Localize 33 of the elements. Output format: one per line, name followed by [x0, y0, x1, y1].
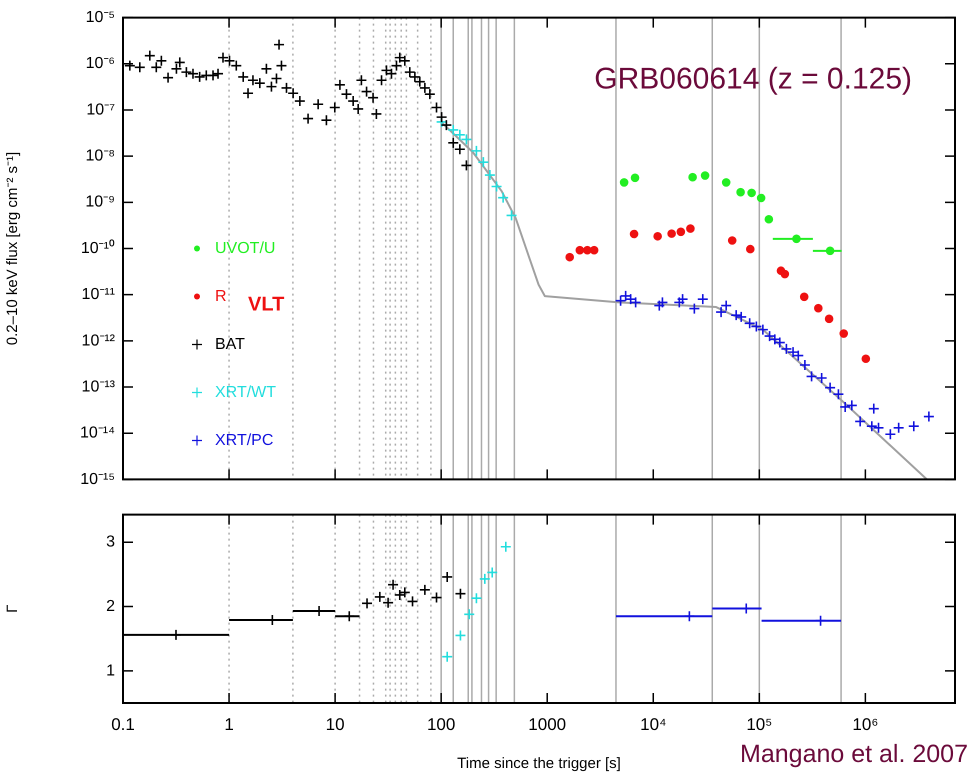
annotation: VLT [248, 294, 284, 316]
y-tick-label: 10⁻⁸ [85, 148, 115, 165]
y-tick-label: 3 [106, 534, 116, 551]
x-tick-label: 10⁴ [640, 714, 666, 734]
y-tick-label: 10⁻¹⁵ [80, 470, 115, 488]
x-tick-label: 1 [224, 714, 234, 734]
text: Mangano et al. 2007 [740, 740, 968, 768]
y-tick-label: 1 [106, 662, 116, 680]
y-tick-label: 10⁻⁹ [85, 194, 115, 211]
legend-label: XRT/PC [215, 432, 274, 449]
x-tick-label: 100 [426, 714, 456, 734]
legend-label: BAT [215, 336, 246, 353]
y-tick-label: 2 [106, 598, 116, 615]
y-tick-label: 10⁻¹⁴ [80, 424, 116, 442]
legend-label: R [215, 288, 227, 305]
y-axis-title: 0.2–10 keV flux [erg cm⁻² s⁻¹] [4, 152, 22, 346]
legend-label: XRT/WT [215, 384, 276, 401]
annotation: GRB060614 (z = 0.125) [594, 62, 912, 96]
y-axis-title: Γ [4, 604, 22, 613]
x-tick-label: 10⁵ [746, 714, 772, 734]
y-tick-label: 10⁻⁷ [86, 101, 116, 118]
x-axis-title: Time since the trigger [s] [457, 755, 621, 772]
x-tick-label: 10⁶ [852, 714, 878, 734]
x-tick-label: 0.1 [111, 714, 135, 734]
x-tick-label: 1000 [528, 714, 566, 734]
y-tick-label: 10⁻¹² [82, 332, 116, 350]
legend-label: UVOT/U [215, 240, 276, 257]
y-tick-label: 10⁻¹³ [82, 378, 116, 396]
y-tick-label: 10⁻¹⁰ [80, 238, 115, 257]
x-tick-label: 10 [326, 714, 345, 734]
y-tick-label: 10⁻⁶ [86, 55, 115, 72]
y-tick-label: 10⁻¹¹ [82, 286, 115, 304]
y-tick-label: 10⁻⁵ [86, 9, 115, 26]
